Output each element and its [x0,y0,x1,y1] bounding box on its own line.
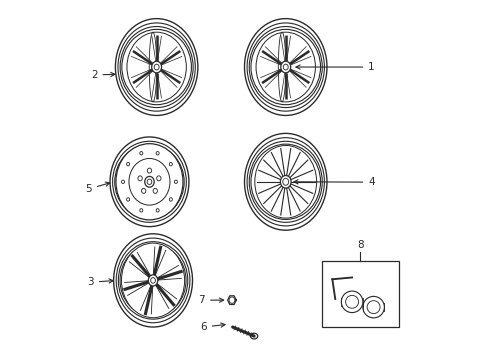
Ellipse shape [112,141,186,222]
Ellipse shape [120,27,193,108]
Ellipse shape [122,30,191,105]
Bar [321,261,398,327]
Ellipse shape [250,30,320,105]
Text: 2: 2 [91,70,115,80]
Ellipse shape [118,23,195,111]
Ellipse shape [148,275,158,286]
Ellipse shape [116,144,183,220]
Text: 1: 1 [295,62,374,72]
Ellipse shape [127,32,186,102]
Ellipse shape [121,243,184,318]
Ellipse shape [249,27,322,108]
Ellipse shape [246,23,324,111]
Ellipse shape [254,145,316,218]
Ellipse shape [116,238,189,323]
Ellipse shape [144,176,154,187]
Text: 3: 3 [87,277,113,287]
Text: 4: 4 [293,177,374,187]
Ellipse shape [151,61,161,73]
Ellipse shape [115,145,184,219]
Ellipse shape [249,141,322,222]
Ellipse shape [246,138,324,226]
Ellipse shape [280,175,290,188]
Text: 8: 8 [356,240,363,250]
Ellipse shape [256,32,315,102]
Ellipse shape [250,144,320,220]
Ellipse shape [129,158,170,205]
Ellipse shape [280,61,290,73]
Ellipse shape [118,242,187,319]
Ellipse shape [120,244,185,316]
Text: 6: 6 [200,322,224,332]
Text: 7: 7 [198,295,223,305]
Ellipse shape [116,148,182,216]
Text: 5: 5 [85,182,109,194]
